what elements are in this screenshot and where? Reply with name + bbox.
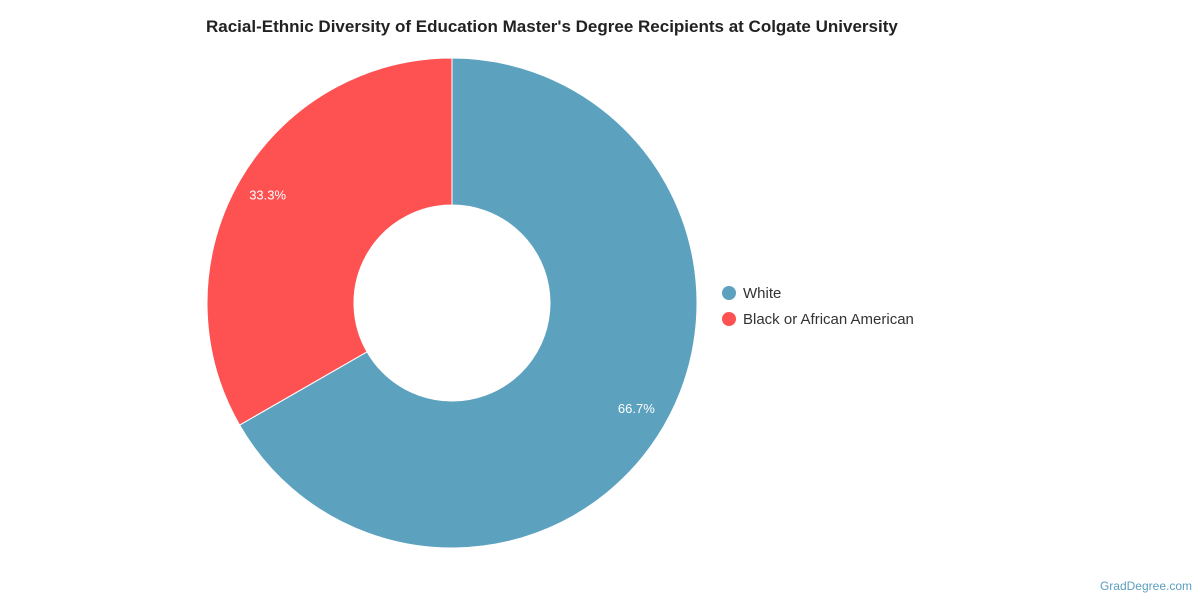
legend-item[interactable]: Black or African American <box>722 306 914 332</box>
slice-data-label: 33.3% <box>249 188 286 203</box>
legend-swatch-icon <box>722 312 736 326</box>
chart-legend: White Black or African American <box>722 280 914 332</box>
legend-label: White <box>743 284 782 302</box>
watermark: GradDegree.com <box>1099 579 1192 593</box>
slice-data-label: 66.7% <box>618 401 655 416</box>
donut-slice-black-or-african-american <box>206 57 453 426</box>
legend-swatch-icon <box>722 286 736 300</box>
chart-title: Racial-Ethnic Diversity of Education Mas… <box>206 17 898 36</box>
legend-item[interactable]: White <box>722 280 914 306</box>
legend-label: Black or African American <box>743 310 914 328</box>
donut-slice-white <box>238 57 698 549</box>
